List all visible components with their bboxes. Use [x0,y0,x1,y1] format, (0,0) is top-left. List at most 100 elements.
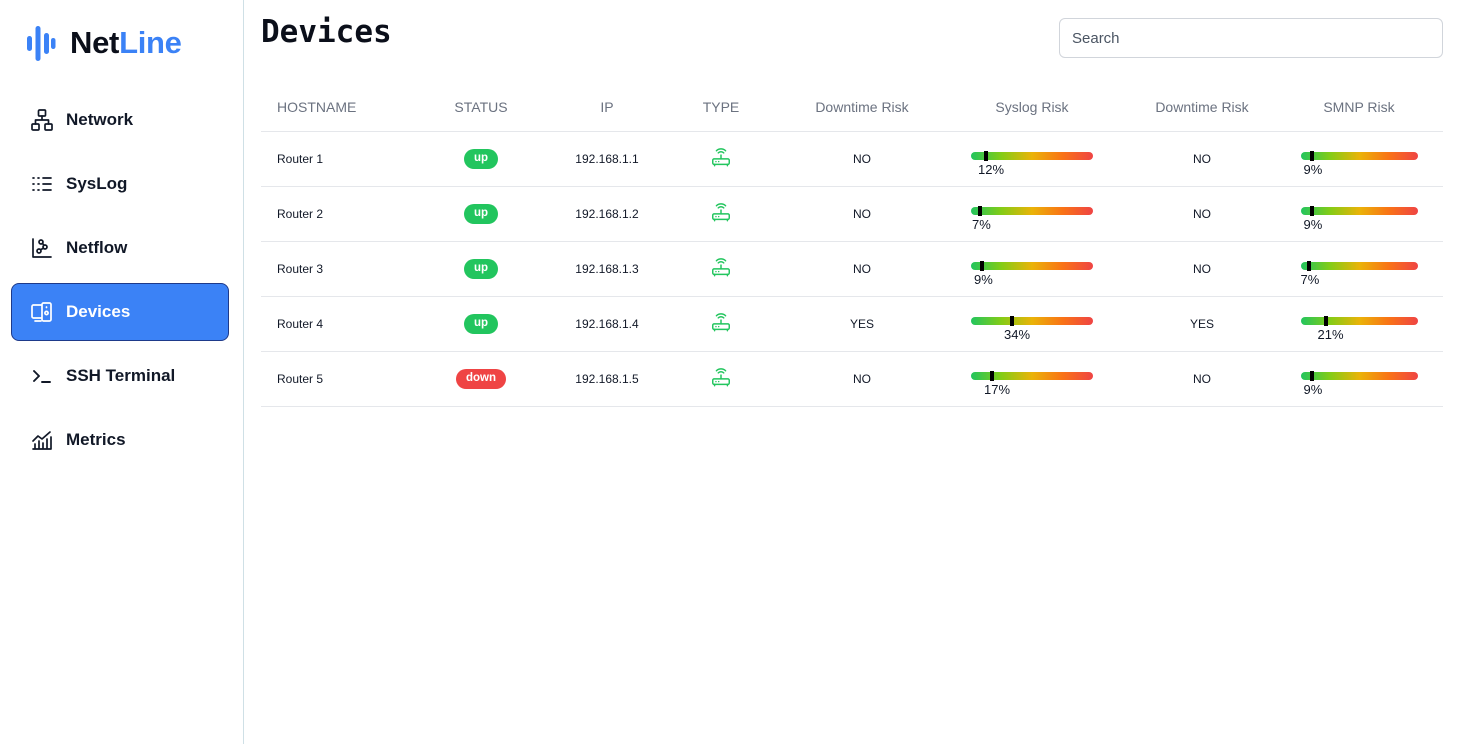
table-header-row: HOSTNAME STATUS IP TYPE Downtime Risk Sy… [261,83,1443,132]
risk-marker [1309,205,1314,216]
netline-logo-icon [26,24,56,62]
ip-cell: 192.168.1.1 [561,131,653,187]
column-header-downtime-risk[interactable]: Downtime Risk [789,83,935,132]
ip-cell: 192.168.1.5 [561,351,653,407]
column-header-type[interactable]: TYPE [653,83,789,132]
table-row[interactable]: Router 3 up 192.168.1.3 NO 9% NO 7% [261,241,1443,297]
table-row[interactable]: Router 4 up 192.168.1.4 YES 34% YES 21% [261,296,1443,352]
downtime-risk-cell-2: YES [1129,296,1275,352]
risk-percent: 9% [1303,161,1323,177]
brand-logo[interactable]: NetLine [26,22,182,64]
search-input[interactable] [1059,18,1443,58]
devices-table: HOSTNAME STATUS IP TYPE Downtime Risk Sy… [261,83,1443,407]
smnp-risk-cell: 21% [1275,296,1443,352]
downtime-risk-cell-2: NO [1129,241,1275,297]
downtime-risk-cell: NO [789,241,935,297]
table-row[interactable]: Router 5 down 192.168.1.5 NO 17% NO 9% [261,351,1443,407]
main-content: Devices HOSTNAME STATUS [244,0,1458,744]
smnp-risk-meter: 9% [1300,199,1418,232]
page-title: Devices [261,14,392,50]
hostname-cell: Router 1 [261,131,401,187]
router-icon [710,146,732,171]
risk-marker [1010,315,1014,326]
smnp-risk-meter: 9% [1300,144,1418,177]
risk-gradient-bar [1300,206,1418,215]
risk-gradient-bar [1300,316,1418,325]
status-badge: down [455,368,507,389]
risk-gradient-bar [1300,371,1418,380]
sidebar-item-network[interactable]: Network [11,91,229,149]
risk-marker [1306,260,1311,271]
sidebar-item-label: Devices [66,302,131,321]
column-header-status[interactable]: STATUS [401,83,561,132]
sidebar-item-label: Metrics [66,430,126,449]
status-cell: up [401,131,561,187]
syslog-risk-meter: 34% [971,309,1093,342]
sidebar-item-metrics[interactable]: Metrics [11,411,229,469]
column-header-syslog-risk[interactable]: Syslog Risk [935,83,1129,132]
sidebar-item-syslog[interactable]: SysLog [11,155,229,213]
smnp-risk-cell: 9% [1275,351,1443,407]
chart-scatter-icon [29,235,55,261]
risk-marker [1309,370,1314,381]
risk-gradient-bar [971,371,1093,380]
sidebar-nav: Network SysLog [11,91,229,475]
syslog-risk-meter: 17% [971,364,1093,397]
risk-percent: 7% [1300,271,1320,287]
table-body: Router 1 up 192.168.1.1 NO 12% NO 9% Router 2 up… [261,131,1443,407]
sidebar-item-devices[interactable]: Devices [11,283,229,341]
risk-gradient-bar [971,151,1093,160]
brand-name-part1: Net [70,25,120,60]
risk-gradient-bar [971,206,1093,215]
smnp-risk-meter: 21% [1300,309,1418,342]
table-row[interactable]: Router 1 up 192.168.1.1 NO 12% NO 9% [261,131,1443,187]
status-cell: up [401,296,561,352]
column-header-downtime-risk-2[interactable]: Downtime Risk [1129,83,1275,132]
risk-percent: 9% [1303,216,1323,232]
status-badge: up [463,313,499,334]
syslog-risk-meter: 12% [971,144,1093,177]
ip-cell: 192.168.1.2 [561,186,653,242]
risk-marker [980,260,984,271]
downtime-risk-cell: NO [789,186,935,242]
devices-table-container: HOSTNAME STATUS IP TYPE Downtime Risk Sy… [261,83,1443,407]
column-header-smnp-risk[interactable]: SMNP Risk [1275,83,1443,132]
downtime-risk-cell: NO [789,351,935,407]
risk-percent: 9% [974,271,993,287]
router-icon [710,256,732,281]
sidebar-item-netflow[interactable]: Netflow [11,219,229,277]
ip-cell: 192.168.1.4 [561,296,653,352]
syslog-risk-meter: 7% [971,199,1093,232]
hostname-cell: Router 3 [261,241,401,297]
sidebar-item-label: Netflow [66,238,128,257]
risk-marker [990,370,994,381]
syslog-risk-cell: 7% [935,186,1129,242]
sidebar-item-ssh-terminal[interactable]: SSH Terminal [11,347,229,405]
smnp-risk-cell: 9% [1275,186,1443,242]
status-cell: up [401,241,561,297]
risk-percent: 34% [1004,326,1031,342]
downtime-risk-cell: NO [789,131,935,187]
router-icon [710,311,732,336]
type-cell [653,186,789,242]
status-badge: up [463,148,499,169]
column-header-hostname[interactable]: HOSTNAME [261,83,401,132]
risk-marker [1309,150,1314,161]
hostname-cell: Router 2 [261,186,401,242]
brand-name: NetLine [70,25,182,61]
risk-gradient-bar [1300,151,1418,160]
risk-percent: 21% [1317,326,1344,342]
syslog-risk-cell: 34% [935,296,1129,352]
status-badge: up [463,258,499,279]
status-cell: down [401,351,561,407]
risk-percent: 9% [1303,381,1323,397]
list-icon [29,171,55,197]
status-cell: up [401,186,561,242]
table-row[interactable]: Router 2 up 192.168.1.2 NO 7% NO 9% [261,186,1443,242]
smnp-risk-meter: 7% [1300,254,1418,287]
column-header-ip[interactable]: IP [561,83,653,132]
sidebar-item-label: Network [66,110,134,129]
sidebar: NetLine Network [0,0,244,744]
type-cell [653,296,789,352]
